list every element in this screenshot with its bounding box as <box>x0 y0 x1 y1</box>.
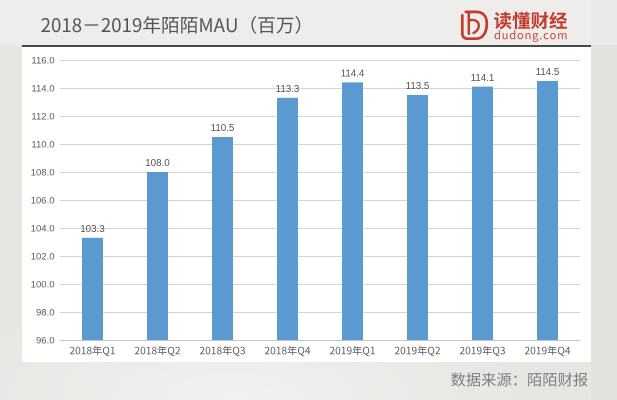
svg-text:96.0: 96.0 <box>36 336 55 347</box>
svg-text:114.1: 114.1 <box>471 73 495 84</box>
svg-text:116.0: 116.0 <box>31 56 54 67</box>
svg-text:114.0: 114.0 <box>31 84 54 95</box>
svg-text:110.5: 110.5 <box>211 123 235 134</box>
svg-text:98.0: 98.0 <box>36 308 55 319</box>
svg-text:104.0: 104.0 <box>31 224 55 235</box>
svg-text:113.3: 113.3 <box>276 84 300 95</box>
svg-text:108.0: 108.0 <box>31 168 55 179</box>
svg-text:114.4: 114.4 <box>341 69 365 80</box>
svg-text:113.5: 113.5 <box>406 81 430 92</box>
svg-text:100.0: 100.0 <box>31 280 55 291</box>
svg-text:108.0: 108.0 <box>145 158 170 169</box>
svg-text:114.5: 114.5 <box>536 67 560 78</box>
svg-text:103.3: 103.3 <box>80 224 105 235</box>
svg-text:110.0: 110.0 <box>31 140 54 151</box>
svg-text:106.0: 106.0 <box>31 196 55 207</box>
svg-text:102.0: 102.0 <box>31 252 55 263</box>
svg-text:112.0: 112.0 <box>31 112 54 123</box>
